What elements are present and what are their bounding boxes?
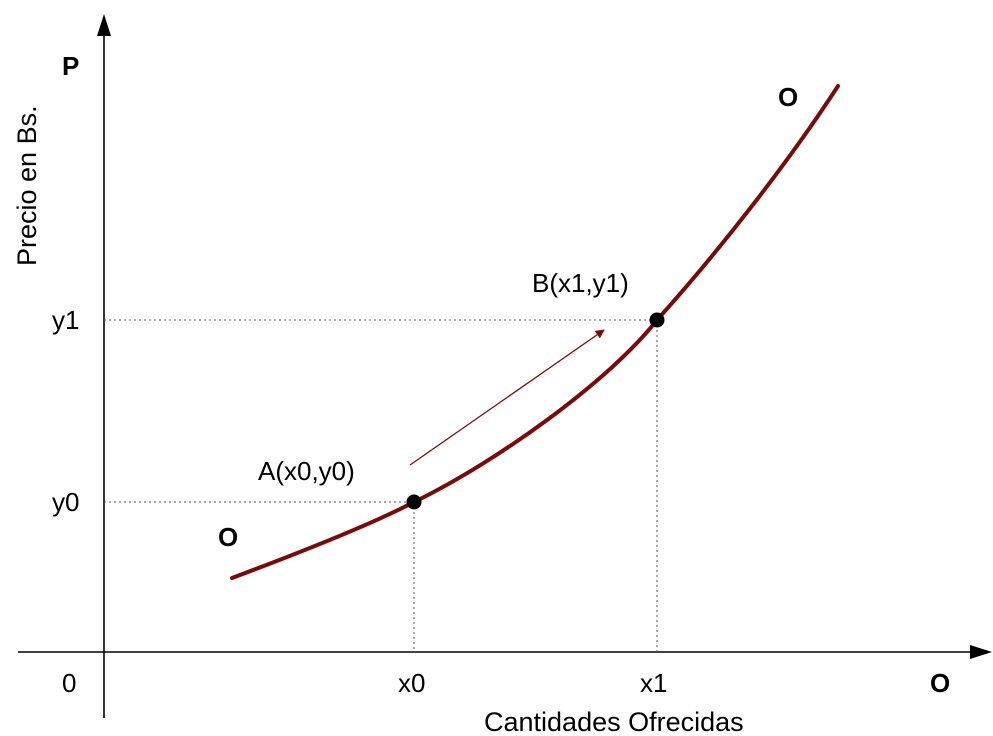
x-tick-x0: x0 [398,668,425,698]
x-tick-x1: x1 [640,668,667,698]
curve-label-bottom: O [218,522,238,552]
point-b-label: B(x1,y1) [532,268,629,298]
x-axis-arrowhead [970,645,992,659]
y-axis-arrowhead [97,14,111,36]
y-axis-symbol: P [62,51,79,81]
supply-curve [232,86,838,578]
point-a-label: A(x0,y0) [258,456,355,486]
origin-label: 0 [62,668,76,698]
x-axis-title: Cantidades Ofrecidas [484,707,744,736]
y-tick-y1: y1 [52,305,79,335]
curve-label-top: O [778,82,798,112]
point-b-marker [650,313,665,328]
point-a-marker [407,495,422,510]
y-axis-title: Precio en Bs. [12,105,42,266]
x-axis-symbol: O [930,668,950,698]
y-tick-y0: y0 [52,487,79,517]
